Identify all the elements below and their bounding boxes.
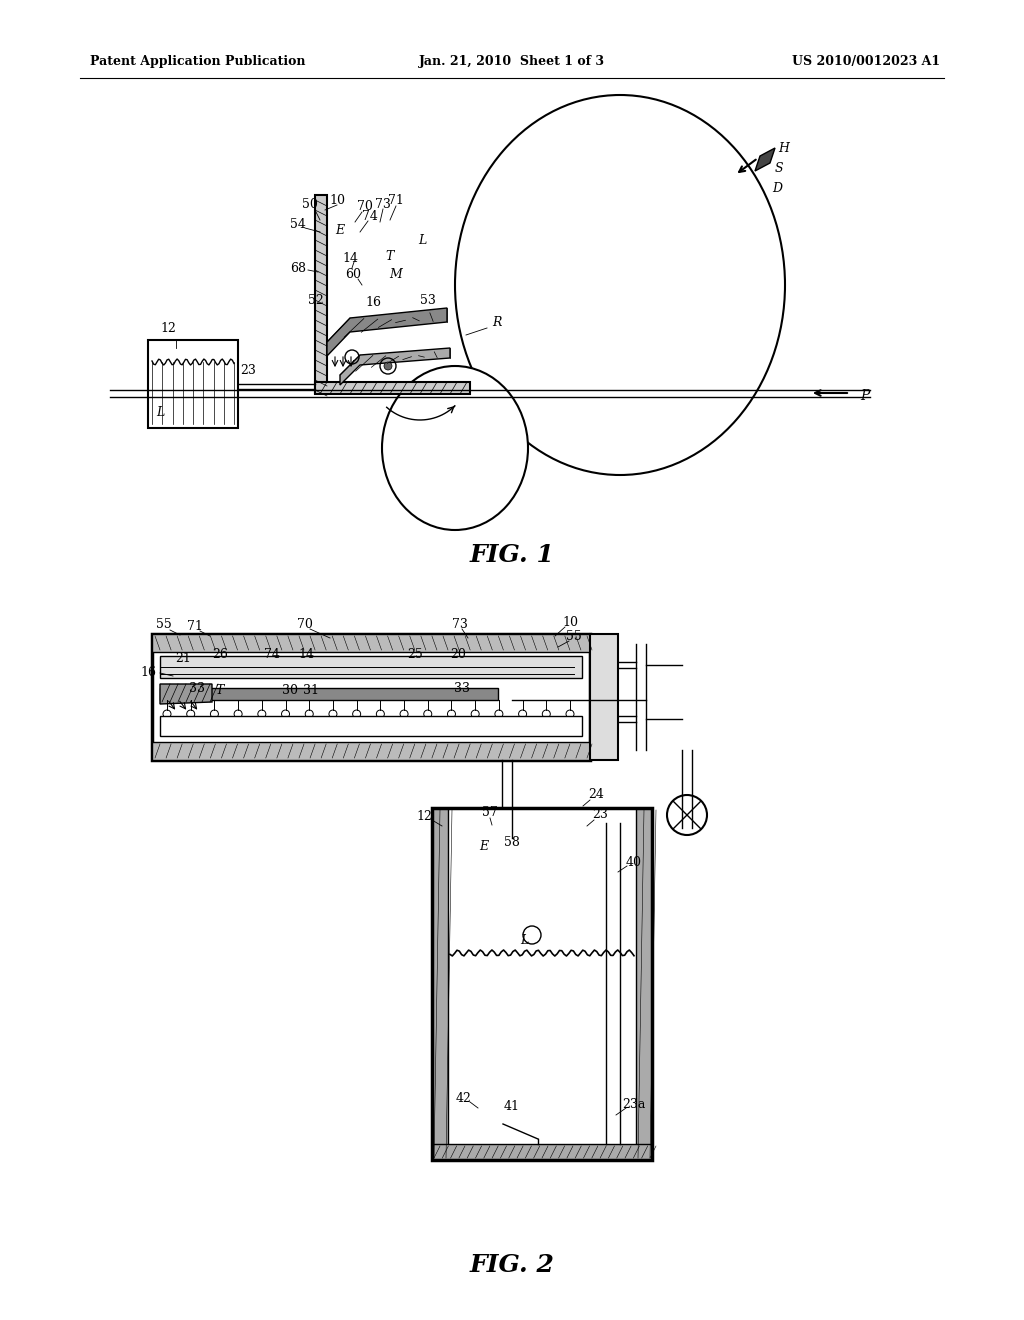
- Text: 16: 16: [140, 665, 156, 678]
- Polygon shape: [160, 684, 212, 704]
- Text: 23: 23: [592, 808, 608, 821]
- Text: P: P: [860, 389, 869, 403]
- Text: 30: 30: [282, 684, 298, 697]
- Bar: [315, 195, 327, 393]
- Text: 26: 26: [212, 648, 228, 661]
- Text: 40: 40: [626, 855, 642, 869]
- Text: M: M: [389, 268, 402, 281]
- Bar: [432, 808, 652, 1160]
- Text: 54: 54: [290, 219, 306, 231]
- Text: E: E: [479, 840, 488, 853]
- Text: 23a: 23a: [623, 1097, 646, 1110]
- Text: 10: 10: [562, 615, 578, 628]
- Bar: [636, 808, 652, 1160]
- Text: 25: 25: [408, 648, 423, 660]
- Text: 55: 55: [156, 619, 172, 631]
- Bar: [432, 1144, 652, 1160]
- Bar: [160, 688, 498, 700]
- Text: L: L: [418, 234, 426, 247]
- Text: 73: 73: [452, 619, 468, 631]
- Text: 74: 74: [264, 648, 280, 660]
- Text: 21: 21: [175, 652, 190, 664]
- Text: 74: 74: [362, 210, 378, 223]
- Text: L: L: [520, 933, 528, 946]
- Bar: [152, 634, 590, 760]
- Bar: [148, 341, 238, 428]
- Text: 31: 31: [303, 684, 319, 697]
- Polygon shape: [755, 148, 775, 172]
- Text: 14: 14: [298, 648, 314, 661]
- Text: 24: 24: [588, 788, 604, 801]
- Text: 12: 12: [416, 809, 432, 822]
- Text: R: R: [493, 317, 502, 330]
- Text: 33: 33: [189, 681, 205, 694]
- Text: 33: 33: [454, 681, 470, 694]
- Text: 58: 58: [504, 837, 520, 850]
- Text: 57: 57: [482, 807, 498, 820]
- Text: S: S: [775, 162, 783, 176]
- Text: 10: 10: [329, 194, 345, 206]
- Text: 68: 68: [290, 261, 306, 275]
- Text: 71: 71: [187, 620, 203, 634]
- Text: D: D: [772, 182, 782, 195]
- Text: 70: 70: [357, 201, 373, 214]
- Text: 23: 23: [240, 364, 256, 378]
- Text: 16: 16: [365, 297, 381, 309]
- Text: FIG. 2: FIG. 2: [470, 1253, 554, 1276]
- Bar: [152, 634, 590, 652]
- Text: 42: 42: [456, 1092, 472, 1105]
- Ellipse shape: [382, 366, 528, 531]
- Text: 71: 71: [388, 194, 403, 207]
- Text: US 2010/0012023 A1: US 2010/0012023 A1: [792, 55, 940, 69]
- Text: E: E: [336, 223, 344, 236]
- Text: L: L: [156, 407, 164, 418]
- Circle shape: [667, 795, 707, 836]
- Text: 60: 60: [345, 268, 361, 281]
- Text: 41: 41: [504, 1100, 520, 1113]
- Text: 12: 12: [160, 322, 176, 335]
- Bar: [160, 656, 582, 678]
- Bar: [152, 742, 590, 760]
- Text: 53: 53: [420, 293, 436, 306]
- Text: Patent Application Publication: Patent Application Publication: [90, 55, 305, 69]
- Text: T: T: [216, 684, 224, 697]
- Bar: [432, 808, 449, 1160]
- Text: 50: 50: [302, 198, 317, 211]
- Text: 14: 14: [342, 252, 358, 264]
- Text: 70: 70: [297, 618, 313, 631]
- Bar: [160, 715, 582, 737]
- Text: 73: 73: [375, 198, 391, 210]
- Text: FIG. 1: FIG. 1: [470, 543, 554, 568]
- Text: 55: 55: [566, 631, 582, 644]
- Text: H: H: [778, 143, 788, 154]
- Bar: [315, 381, 470, 393]
- Text: Jan. 21, 2010  Sheet 1 of 3: Jan. 21, 2010 Sheet 1 of 3: [419, 55, 605, 69]
- Polygon shape: [340, 348, 450, 385]
- Text: T: T: [386, 249, 394, 263]
- Text: 52: 52: [308, 293, 324, 306]
- Circle shape: [384, 362, 392, 370]
- Polygon shape: [327, 308, 447, 356]
- Bar: [590, 634, 618, 760]
- Circle shape: [523, 927, 541, 944]
- Text: 20: 20: [451, 648, 466, 660]
